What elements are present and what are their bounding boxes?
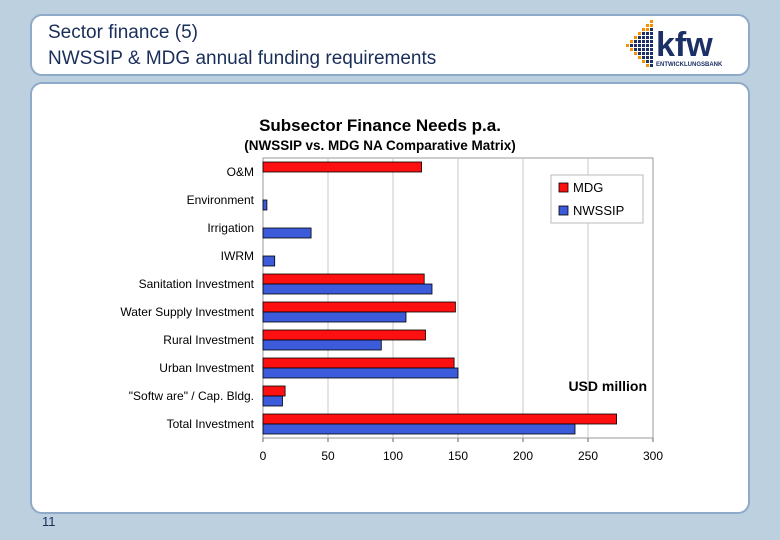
category-label: Environment — [187, 193, 255, 207]
slide-title-line1: Sector finance (5) — [48, 22, 198, 43]
bar-nwssip-3 — [262, 255, 276, 267]
slide-title-line2: NWSSIP & MDG annual funding requirements — [48, 48, 437, 69]
category-label: O&M — [227, 165, 254, 179]
x-tick-label: 250 — [578, 449, 598, 463]
logo-brand: kfw — [656, 26, 713, 64]
category-label: Water Supply Investment — [120, 305, 254, 319]
bar-mdg-0 — [262, 161, 423, 173]
legend-swatch-nwssip — [558, 205, 569, 216]
legend-label-mdg: MDG — [573, 180, 603, 195]
category-label: Urban Investment — [159, 361, 254, 375]
chart-subtitle: (NWSSIP vs. MDG NA Comparative Matrix) — [244, 138, 516, 153]
page-number: 11 — [42, 514, 56, 529]
bar-nwssip-2 — [262, 227, 312, 239]
bar-mdg-8 — [262, 385, 286, 397]
bar-mdg-6 — [262, 329, 426, 341]
category-label: Total Investment — [167, 417, 255, 431]
chart-title: Subsector Finance Needs p.a. — [259, 116, 501, 135]
category-label: Sanitation Investment — [139, 277, 255, 291]
bar-nwssip-4 — [262, 283, 433, 295]
legend-label-nwssip: NWSSIP — [573, 203, 624, 218]
bar-nwssip-6 — [262, 339, 382, 351]
category-label: Rural Investment — [163, 333, 254, 347]
x-tick-label: 150 — [448, 449, 468, 463]
bar-nwssip-7 — [262, 367, 459, 379]
x-tick-label: 0 — [260, 449, 267, 463]
category-label: IWRM — [221, 249, 254, 263]
bar-nwssip-5 — [262, 311, 407, 323]
logo-dots-icon — [626, 20, 653, 67]
logo-subtitle: ENTWICKLUNGSBANK — [656, 62, 723, 68]
bar-mdg-9 — [262, 413, 618, 425]
bar-mdg-7 — [262, 357, 455, 369]
bar-nwssip-1 — [262, 199, 268, 211]
category-label: Irrigation — [207, 221, 254, 235]
bar-nwssip-9 — [262, 423, 576, 435]
kfw-logo: kfw ENTWICKLUNGSBANK — [626, 20, 723, 68]
x-tick-label: 50 — [321, 449, 335, 463]
bar-mdg-4 — [262, 273, 425, 285]
legend-swatch-mdg — [558, 182, 569, 193]
category-label: "Softw are" / Cap. Bldg. — [129, 389, 254, 403]
x-tick-label: 200 — [513, 449, 533, 463]
bar-mdg-5 — [262, 301, 456, 313]
x-tick-label: 100 — [383, 449, 403, 463]
units-annotation: USD million — [568, 378, 647, 394]
bar-nwssip-8 — [262, 395, 283, 407]
x-tick-label: 300 — [643, 449, 663, 463]
